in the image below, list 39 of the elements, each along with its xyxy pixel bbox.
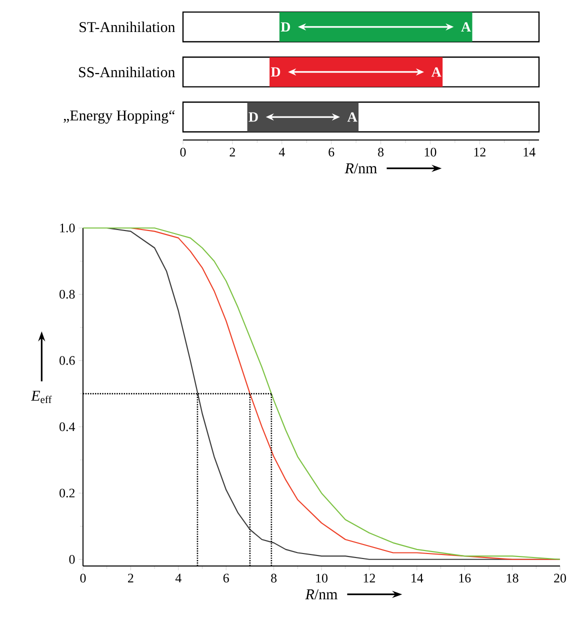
y-tick-label: 0.6: [60, 356, 75, 365]
y-tick-label: 1.0: [60, 224, 75, 232]
y-tick-label: SS-Annihilation: [79, 66, 176, 78]
x-axis-title: R/nm: [344, 163, 377, 174]
y-tick-label: „Energy Hopping“: [64, 110, 175, 124]
y-tick-label: 0.4: [60, 422, 76, 432]
x-tick-label: 0: [180, 148, 186, 157]
annotation: A: [347, 112, 358, 122]
annotation: D: [248, 112, 258, 122]
annotation: A: [431, 67, 442, 77]
y-tick-label: 0: [69, 555, 75, 564]
x-tick-label: 14: [524, 148, 536, 156]
bar: [279, 12, 472, 42]
x-tick-label: 18: [506, 574, 518, 583]
x-tick-label: 8: [271, 574, 277, 583]
annotation: D: [270, 67, 280, 77]
annotation: A: [461, 22, 471, 32]
y-axis-title: E$_{eff}$: [30, 390, 52, 404]
x-tick-label: 20: [554, 574, 566, 583]
y-tick-label: 0.8: [60, 290, 75, 299]
annotation: D: [280, 22, 290, 32]
x-tick-label: 6: [223, 574, 229, 582]
x-tick-label: 8: [378, 148, 384, 157]
bar: [270, 57, 443, 87]
y-tick-label: ST-Annihilation: [80, 22, 176, 32]
x-tick-label: 4: [175, 574, 182, 582]
x-tick-label: 14: [412, 574, 424, 582]
x-tick-label: 10: [316, 574, 328, 583]
y-tick-label: 0.2: [60, 488, 75, 498]
x-tick-label: 10: [424, 148, 436, 157]
x-tick-label: 2: [128, 574, 134, 582]
x-tick-label: 4: [278, 148, 285, 156]
bar: [247, 102, 359, 132]
x-tick-label: 2: [230, 148, 235, 156]
x-tick-label: 6: [328, 148, 334, 156]
x-tick-label: 12: [474, 148, 486, 156]
x-tick-label: 12: [364, 574, 375, 582]
x-tick-label: 16: [459, 574, 471, 582]
x-axis-title: R/nm: [305, 589, 338, 600]
